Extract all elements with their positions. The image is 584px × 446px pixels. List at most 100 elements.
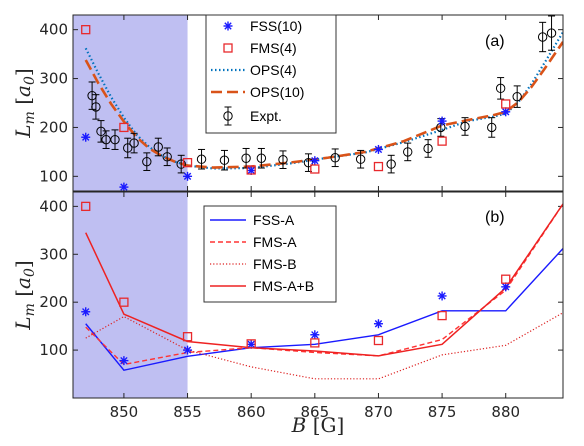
fss-point-b-7 [501,282,511,292]
fms-point-b-2 [182,332,193,342]
fss-point-a-0 [81,132,91,142]
fss-point-b-1 [119,356,129,366]
y-tick-label-b-300: 300 [39,245,68,263]
y-axis-label-b: Lm [a0] [11,260,38,330]
legend-a-ops4: OPS(4) [250,62,297,78]
legend-expt-symbol [223,106,233,126]
fms-point-b-6 [437,310,447,321]
expt-point-11 [196,148,207,170]
expt-point-27 [537,21,548,53]
legend-a-fms: FMS(4) [250,40,297,56]
y-tick-label-a-100: 100 [39,167,68,185]
fss-point-b-5 [373,319,383,329]
legend-b: FSS-A FMS-A FMS-B FMS-A+B [203,205,337,303]
fms-point-b-0 [81,201,91,212]
x-tick-label-875: 875 [428,403,457,421]
y-tick-label-b-400: 400 [39,197,68,215]
fss-point-a-3 [246,165,256,175]
fss-point-a-2 [183,171,193,181]
fss-point-a-7 [501,107,511,117]
x-tick-label-870: 870 [364,403,393,421]
expt-point-12 [219,149,230,171]
fms-point-b-4 [310,338,320,348]
expt-point-13 [241,147,251,169]
panel-label-b: (b) [485,209,505,226]
panel-label-a: (a) [485,33,505,50]
x-tick-label-865: 865 [300,403,329,421]
expt-point-24 [487,117,497,138]
expt-point-3 [101,130,111,149]
legend-a-ops10: OPS(10) [250,84,304,100]
fms-point-a-4 [310,164,320,174]
shaded-region-a [73,15,188,191]
fms-point-a-0 [81,25,91,35]
legend-a: FSS(10) FMS(4) OPS(4) OPS(10) Expt. [205,14,337,134]
expt-point-25 [495,77,506,100]
fms-point-a-2 [182,157,193,168]
fss-point-b-2 [183,345,193,355]
x-tick-label-855: 855 [173,403,202,421]
expt-point-20 [403,142,413,162]
fms-point-b-1 [119,297,129,307]
expt-point-23 [460,117,470,136]
y-tick-label-a-200: 200 [39,118,68,136]
expt-point-10 [176,154,186,174]
shaded-region-b [73,192,188,398]
legend-b-fms-b: FMS-B [253,256,297,272]
x-tick-label-850: 850 [110,403,139,421]
expt-point-19 [386,154,396,174]
fss-point-a-5 [373,144,383,154]
expt-point-9 [162,147,172,167]
expt-point-21 [423,139,433,158]
fms-point-a-6 [437,136,447,146]
legend-b-fms-a: FMS-A [253,234,297,250]
legend-b-fss-a: FSS-A [253,212,295,228]
fss-point-a-1 [119,182,129,191]
fms-point-b-7 [501,274,511,284]
fms-point-a-1 [119,122,129,133]
y-tick-label-a-400: 400 [39,21,68,39]
series-b-3-line [85,203,563,357]
expt-point-8 [153,137,163,157]
plot-area-a [81,15,563,191]
fms-point-a-7 [501,99,511,109]
expt-point-7 [142,152,152,171]
legend-a-expt: Expt. [250,108,282,124]
y-tick-label-a-300: 300 [39,70,68,88]
plot-area-b [81,201,563,380]
expt-point-14 [256,147,267,169]
legend-fms-square [223,43,233,53]
expt-point-18 [355,149,366,169]
fss-point-b-6 [437,291,447,301]
legend-b-symbols [210,219,246,287]
expt-point-5 [123,137,133,159]
fss-point-b-0 [81,307,91,317]
fms-point-b-5 [373,335,384,346]
expt-point-15 [278,150,288,170]
fms-point-a-5 [373,161,384,172]
fss-point-a-6 [437,116,447,126]
legend-fss-asterisk [223,21,233,31]
y-tick-label-b-200: 200 [39,293,68,311]
panel-b: 850 855 860 865 870 875 880 100 200 300 400 [39,191,564,421]
y-tick-label-b-100: 100 [39,341,68,359]
panel-a: 100 200 300 400 [39,14,564,192]
legend-a-fss: FSS(10) [250,18,302,34]
fms-point-b-3 [246,339,256,349]
x-tick-label-880: 880 [491,403,520,421]
expt-point-1 [91,94,101,120]
x-tick-label-860: 860 [237,403,266,421]
fss-point-a-4 [310,156,320,166]
expt-point-4 [110,129,120,150]
y-axis-label-a: Lm [a0] [11,68,38,138]
series-b-2-line [85,312,563,380]
x-axis-label: B [G] [291,413,345,437]
expt-point-28 [546,15,557,51]
fms-point-a-3 [246,165,256,175]
expt-point-26 [512,85,522,108]
expt-point-6 [129,132,139,154]
fss-point-b-4 [310,330,320,340]
expt-point-17 [330,148,340,168]
legend-a-symbols [211,21,245,126]
legend-b-fms-ab: FMS-A+B [253,278,314,294]
